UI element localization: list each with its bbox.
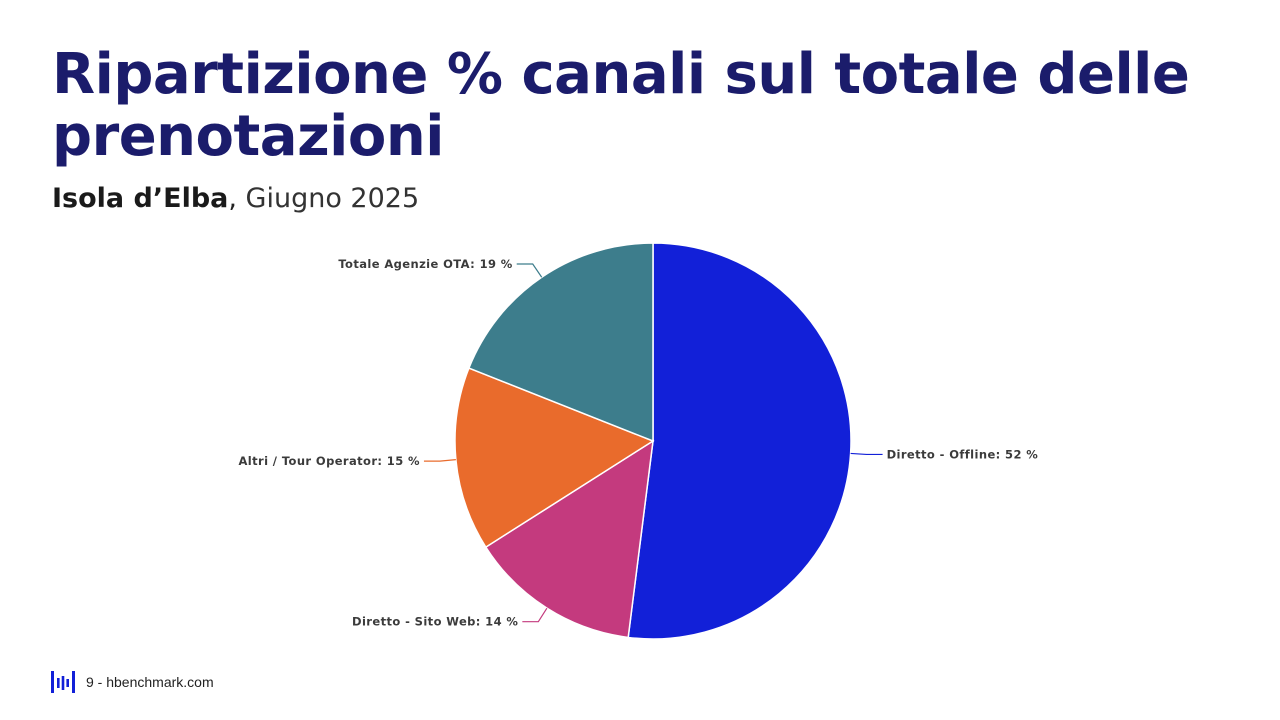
footer: 9 - hbenchmark.com — [50, 668, 214, 696]
label-connector — [522, 607, 548, 623]
label-connector — [423, 459, 456, 462]
slice-label: Diretto - Offline: 52 % — [887, 447, 1039, 461]
hbenchmark-logo-icon — [51, 671, 75, 693]
page-title: Ripartizione % canali sul totale delle p… — [52, 42, 1190, 169]
subtitle-place: Isola d’Elba — [52, 183, 229, 214]
slice-label: Altri / Tour Operator: 15 % — [238, 454, 420, 468]
pie-slice — [627, 242, 852, 640]
label-connectors — [423, 263, 883, 623]
slice-label: Diretto - Sito Web: 14 % — [352, 615, 518, 629]
footer-page-text: 9 - hbenchmark.com — [86, 674, 214, 690]
pie-slice — [484, 439, 654, 639]
subtitle-date: Giugno 2025 — [245, 183, 420, 214]
pie-slice — [467, 242, 654, 443]
slice-label: Totale Agenzie OTA: 19 % — [338, 257, 512, 271]
page-subtitle: Isola d’Elba, Giugno 2025 — [52, 182, 419, 216]
label-connector — [516, 263, 543, 278]
label-connector — [850, 452, 883, 456]
subtitle-separator: , — [228, 183, 246, 214]
pie-slices — [454, 242, 852, 640]
slice-labels: Diretto - Offline: 52 % Diretto - Sito We… — [238, 257, 1039, 629]
